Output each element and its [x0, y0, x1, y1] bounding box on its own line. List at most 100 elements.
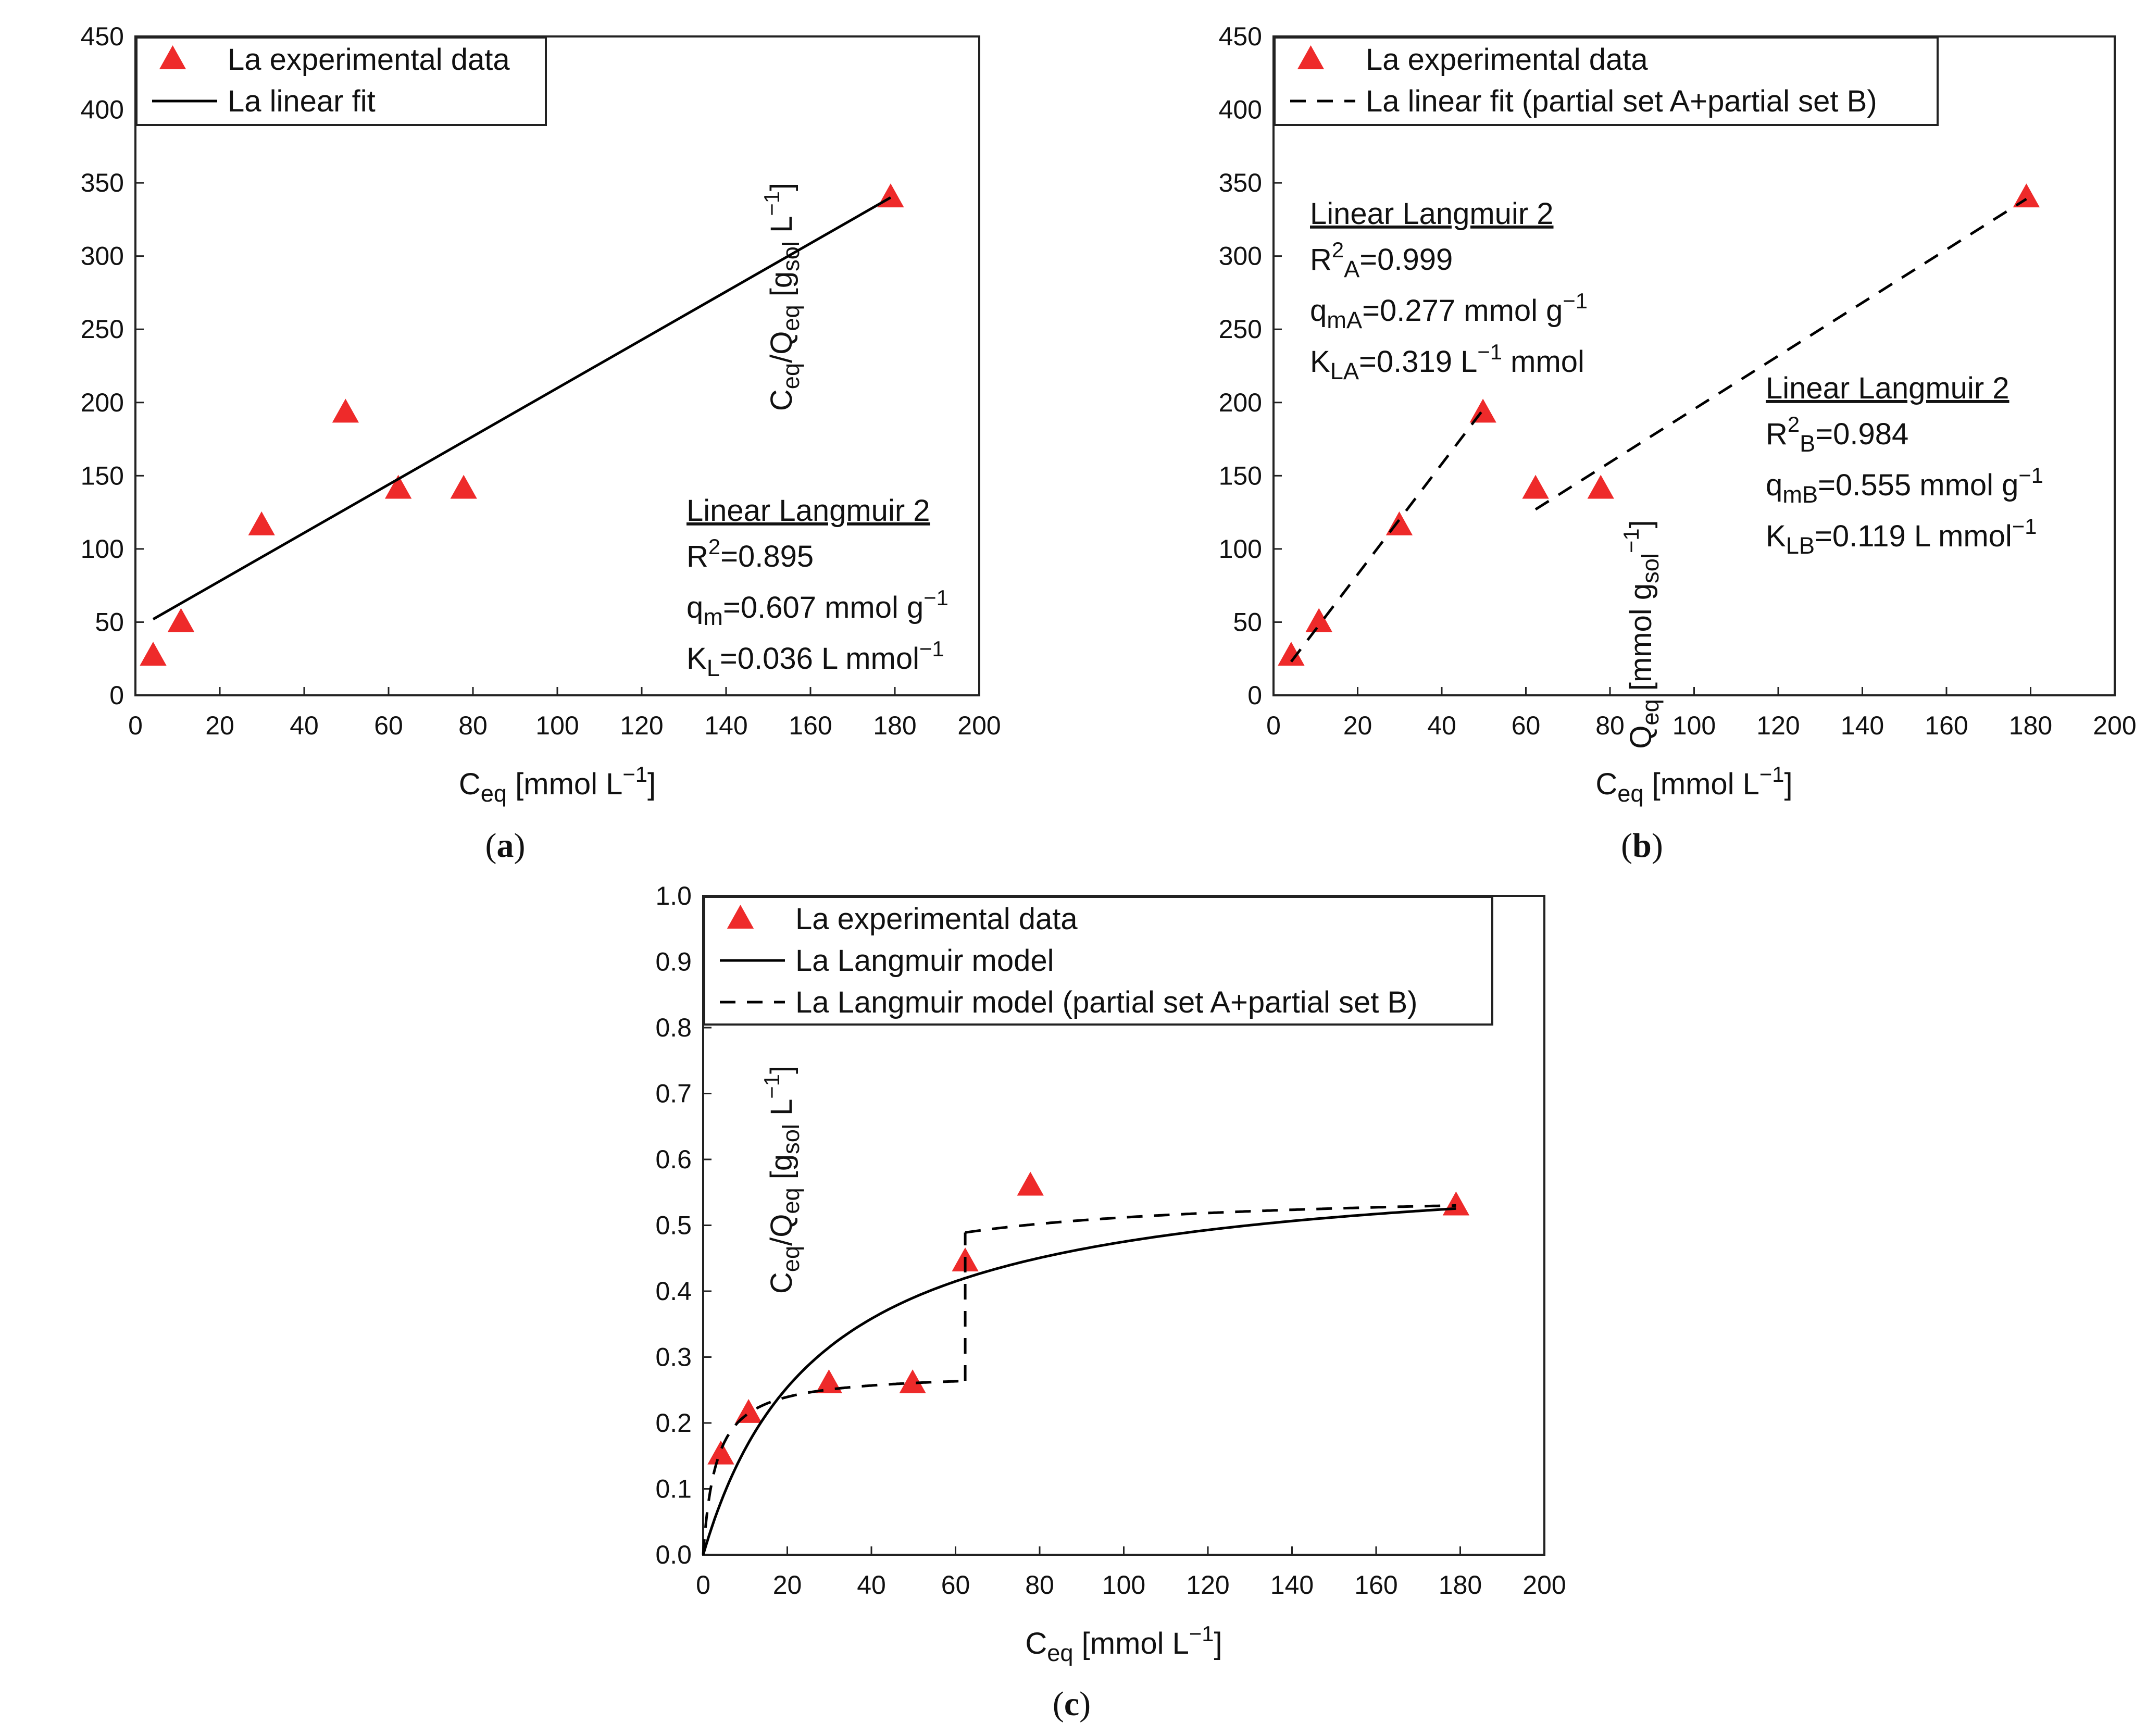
x-tick-label: 60 [941, 1570, 970, 1600]
annotation: Linear Langmuir 2 R2A=0.999 qmA=0.277 mmol… [1310, 197, 1588, 384]
y-axis-title: Ceq/Qeq [gsol L−1] [759, 1066, 804, 1294]
y-tick-label: 0.2 [655, 1408, 692, 1438]
x-tick-label: 40 [1427, 711, 1456, 740]
x-axis-title: Ceq [mmol L−1] [1025, 1621, 1222, 1666]
x-tick-label: 140 [1841, 711, 1884, 740]
y-tick-label: 150 [1219, 461, 1262, 490]
annotation: Linear Langmuir 2 R2B=0.984 qmB=0.555 mmol… [1766, 371, 2043, 559]
annotation-line: R2A=0.999 [1310, 238, 1453, 282]
x-tick-label: 120 [620, 711, 663, 740]
data-point [1305, 608, 1332, 632]
x-tick-label: 160 [789, 711, 832, 740]
annotation-title: Linear Langmuir 2 [1766, 371, 2009, 405]
x-tick-label: 160 [1354, 1570, 1397, 1600]
data-point [1587, 474, 1614, 499]
y-tick-label: 450 [1219, 22, 1262, 51]
x-tick-label: 200 [2093, 711, 2136, 740]
x-tick-label: 40 [290, 711, 319, 740]
annotation-line: R2=0.895 [686, 534, 814, 573]
legend-label: La experimental data [228, 43, 510, 77]
x-tick-label: 100 [1102, 1570, 1145, 1600]
annotation-line: qm=0.607 mmol g−1 [686, 585, 948, 630]
y-tick-label: 300 [1219, 242, 1262, 271]
y-tick-label: 400 [81, 95, 124, 124]
x-tick-label: 180 [873, 711, 916, 740]
x-tick-label: 140 [704, 711, 747, 740]
y-tick-label: 100 [81, 534, 124, 564]
panel-a: 0 20 40 60 80 100 120 140 160 180 200 0 50 100 150 200 2… [81, 22, 1001, 865]
legend-label: La linear fit (partial set A+partial set… [1366, 84, 1877, 118]
legend-label: La experimental data [1366, 43, 1648, 77]
x-tick-label: 120 [1756, 711, 1800, 740]
data-point [815, 1369, 843, 1393]
legend: La experimental data La linear fit (parti… [1274, 36, 1939, 126]
x-tick-label: 180 [1439, 1570, 1482, 1600]
legend-label: La Langmuir model [795, 944, 1054, 978]
y-tick-label: 0.4 [655, 1277, 692, 1306]
data-point [1442, 1191, 1470, 1216]
data-point [167, 608, 195, 632]
x-tick-label: 60 [374, 711, 403, 740]
data-point [1522, 474, 1549, 499]
fit-line [152, 196, 892, 620]
y-tick-label: 450 [81, 22, 124, 51]
y-tick-label: 250 [81, 315, 124, 344]
data-point [1278, 642, 1305, 666]
annotation-line: KLA=0.319 L−1 mmol [1310, 340, 1584, 384]
annotation-line: qmB=0.555 mmol g−1 [1766, 463, 2043, 508]
legend-frame [703, 896, 1493, 1026]
x-tick-label: 40 [857, 1570, 886, 1600]
y-tick-label: 150 [81, 461, 124, 490]
y-axis-title: Ceq/Qeq [gsol L−1] [759, 183, 804, 411]
legend: La experimental data La Langmuir model La … [703, 896, 1493, 1026]
fit-line [1534, 197, 2027, 511]
y-tick-label: 250 [1219, 315, 1262, 344]
x-tick-label: 120 [1186, 1570, 1229, 1600]
annotation-line: KLB=0.119 L mmol−1 [1766, 514, 2037, 559]
x-tick-label: 80 [1025, 1570, 1054, 1600]
data-point [384, 474, 412, 499]
x-tick-label: 60 [1512, 711, 1541, 740]
data-point [707, 1440, 734, 1465]
legend-label: La experimental data [795, 902, 1078, 936]
y-tick-label: 0.5 [655, 1211, 692, 1240]
langmuir-curve [965, 1204, 1456, 1234]
y-tick-label: 350 [1219, 168, 1262, 197]
x-axis-title: Ceq [mmol L−1] [459, 762, 656, 807]
y-tick-label: 0.1 [655, 1475, 692, 1504]
y-tick-label: 50 [95, 607, 124, 636]
y-tick-label: 0.8 [655, 1013, 692, 1042]
x-tick-label: 80 [1595, 711, 1625, 740]
annotation-title: Linear Langmuir 2 [686, 494, 930, 528]
annotation-title: Linear Langmuir 2 [1310, 197, 1554, 231]
annotation: Linear Langmuir 2 R2=0.895 qm=0.607 mmol g… [686, 494, 948, 681]
y-tick-label: 350 [81, 168, 124, 197]
panel-label: (b) [1621, 827, 1663, 865]
y-tick-label: 0 [109, 681, 124, 710]
x-tick-label: 20 [1343, 711, 1372, 740]
legend-marker [1297, 45, 1325, 69]
legend-label: La Langmuir model (partial set A+partial… [795, 985, 1417, 1019]
annotation-line: KL=0.036 L mmol−1 [686, 636, 944, 681]
x-tick-label: 160 [1925, 711, 1968, 740]
annotation-line: R2B=0.984 [1766, 412, 1908, 457]
x-tick-label: 20 [205, 711, 234, 740]
y-tick-label: 200 [1219, 388, 1262, 417]
langmuir-curve [702, 1379, 966, 1555]
x-tick-label: 200 [1522, 1570, 1566, 1600]
legend-frame [135, 36, 547, 126]
y-tick-label: 300 [81, 242, 124, 271]
x-tick-label: 200 [957, 711, 1001, 740]
annotation-line: qmA=0.277 mmol g−1 [1310, 289, 1588, 333]
x-tick-label: 80 [458, 711, 488, 740]
y-tick-label: 0.3 [655, 1343, 692, 1372]
x-tick-label: 20 [773, 1570, 802, 1600]
data-point [332, 398, 359, 423]
panel-b: 0 20 40 60 80 100 120 140 160 180 200 0 50 100 150 200 2… [759, 22, 2137, 1294]
y-tick-label: 100 [1219, 534, 1262, 564]
y-tick-label: 0.0 [655, 1540, 692, 1569]
legend-marker [159, 45, 186, 69]
y-tick-label: 200 [81, 388, 124, 417]
y-tick-label: 400 [1219, 95, 1262, 124]
